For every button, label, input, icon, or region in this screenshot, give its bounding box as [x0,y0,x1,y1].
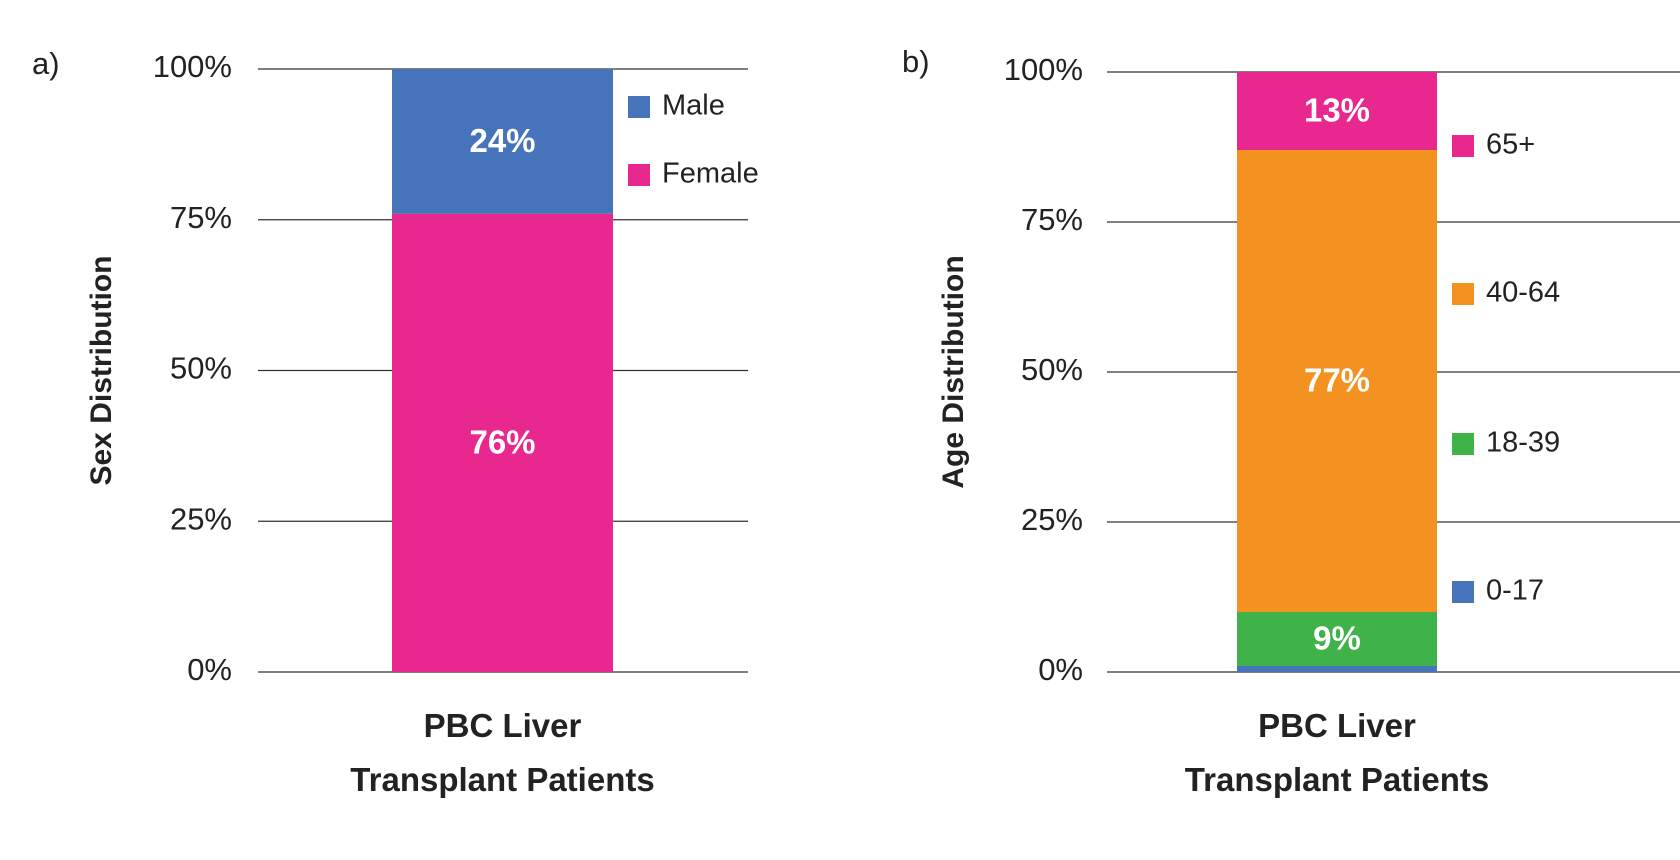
value-label: 76% [469,424,535,461]
value-label: 13% [1304,92,1370,129]
legend-label: 40-64 [1486,277,1560,309]
value-label: 77% [1304,362,1370,399]
x-tick-label-line: PBC Liver [1258,707,1416,744]
bar-segment [1237,666,1437,672]
y-tick-label: 50% [1021,352,1083,387]
value-label: 9% [1313,620,1361,657]
x-tick-label-line: Transplant Patients [1185,761,1489,798]
y-tick-label: 25% [1021,502,1083,537]
y-axis-title: Age Distribution [937,255,970,488]
legend-label: Male [662,90,725,122]
y-tick-label: 75% [1021,202,1083,237]
bar-segment [392,213,613,672]
x-tick-label-line: Transplant Patients [350,761,654,798]
y-tick-label: 25% [170,501,232,536]
value-label: 24% [469,122,535,159]
bar-segment [1237,612,1437,666]
legend-swatch [628,164,650,186]
x-tick-label: PBC Liver Transplant Patients [350,707,654,798]
legend-swatch [1452,135,1474,157]
legend-label: 65+ [1486,129,1535,161]
legend-label: 0-17 [1486,575,1544,607]
legend-label: Female [662,158,759,190]
y-tick-label: 0% [187,652,232,687]
legend-swatch [628,96,650,118]
panel-label: a) [32,46,60,81]
y-axis-title: Sex Distribution [85,255,118,485]
legend-swatch [1452,433,1474,455]
panel-label: b) [902,44,930,79]
y-tick-label: 0% [1038,652,1083,687]
x-tick-label-line: PBC Liver [424,707,582,744]
bar-segment [1237,72,1437,150]
legend-label: 18-39 [1486,427,1560,459]
y-tick-label: 100% [153,49,232,84]
y-tick-label: 75% [170,200,232,235]
bar-segment [1237,150,1437,612]
y-tick-label: 100% [1004,52,1083,87]
y-tick-label: 50% [170,351,232,386]
legend-swatch [1452,581,1474,603]
legend-swatch [1452,283,1474,305]
x-tick-label: PBC Liver Transplant Patients [1185,707,1489,798]
bar-segment [392,69,613,214]
